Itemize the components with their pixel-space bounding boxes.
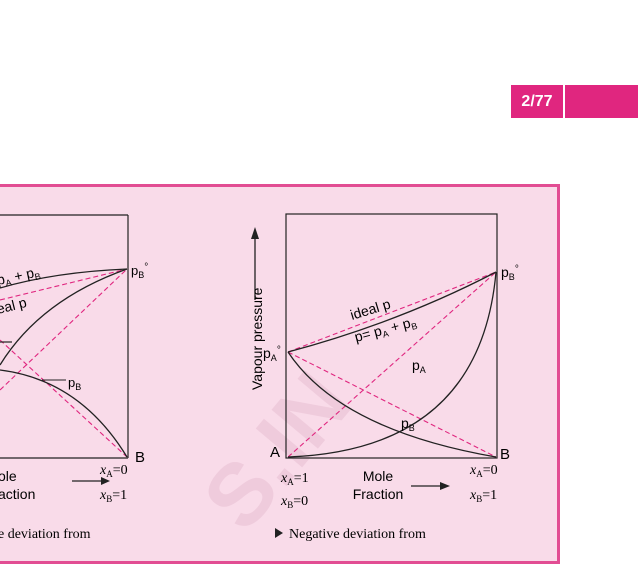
right-pA0-label: pA° [263, 345, 281, 363]
left-fraction-label: action [0, 486, 35, 502]
left-pB-curve [0, 268, 128, 366]
left-arrow-head [101, 477, 110, 485]
right-arrow-head [440, 482, 450, 490]
page-number-badge: 2/77 [511, 85, 638, 118]
right-pA-label: pA [412, 357, 426, 375]
badge-divider [563, 85, 565, 118]
right-total-curve [287, 271, 497, 353]
right-pB-label: pB [401, 415, 415, 433]
right-ideal-pB-line [287, 271, 497, 458]
right-A-label: A [270, 444, 280, 461]
left-total-curve [0, 268, 128, 289]
left-total-label: pA + pB [0, 263, 42, 290]
left-caption: e deviation from [0, 527, 91, 542]
right-ideal-label: ideal p [348, 295, 392, 322]
right-ideal-total-line [287, 271, 497, 353]
right-B-label: B [500, 446, 510, 463]
right-y-arrow-head [251, 227, 259, 239]
right-caption: Negative deviation from [289, 527, 426, 542]
left-xA0-label: xA=0 [99, 463, 128, 479]
right-xA0-label: xA=0 [469, 463, 498, 479]
left-pB-label: pB [68, 375, 81, 392]
caption-bullet-icon [275, 528, 283, 538]
right-graph: Vapour pressure ideal p p= pA + pB pA pB… [249, 213, 519, 542]
right-xA1-label: xA=1 [280, 471, 309, 487]
page-number: 2/77 [521, 93, 553, 110]
right-plot-frame [285, 213, 498, 459]
left-ideal-label: eal p [0, 294, 28, 317]
right-pB0-label: pB° [501, 264, 519, 282]
left-ideal-pB-line [0, 268, 128, 391]
left-pA-curve [0, 369, 128, 458]
left-B-label: B [135, 449, 145, 466]
right-fraction-label: Fraction [353, 486, 404, 502]
right-ideal-pA-line [287, 351, 497, 458]
vapour-pressure-diagrams: S.IN pA + pB eal p pB pB° B ole action x… [0, 213, 519, 547]
right-pB-curve [287, 271, 497, 458]
right-ylabel: Vapour pressure [249, 287, 265, 390]
figure-panel [0, 184, 560, 564]
right-mole-label: Mole [363, 468, 394, 484]
right-xB0-label: xB=0 [280, 494, 308, 510]
right-xB1-label: xB=1 [469, 488, 497, 504]
left-ideal-total-line [0, 268, 128, 301]
left-xB1-label: xB=1 [99, 488, 127, 504]
left-ideal-pA-line [0, 339, 128, 458]
right-pA-curve [287, 351, 497, 458]
left-mole-label: ole [0, 468, 17, 484]
left-pB0-label: pB° [131, 262, 148, 280]
left-graph: pA + pB eal p pB pB° B ole action xA=0 x… [0, 214, 148, 542]
